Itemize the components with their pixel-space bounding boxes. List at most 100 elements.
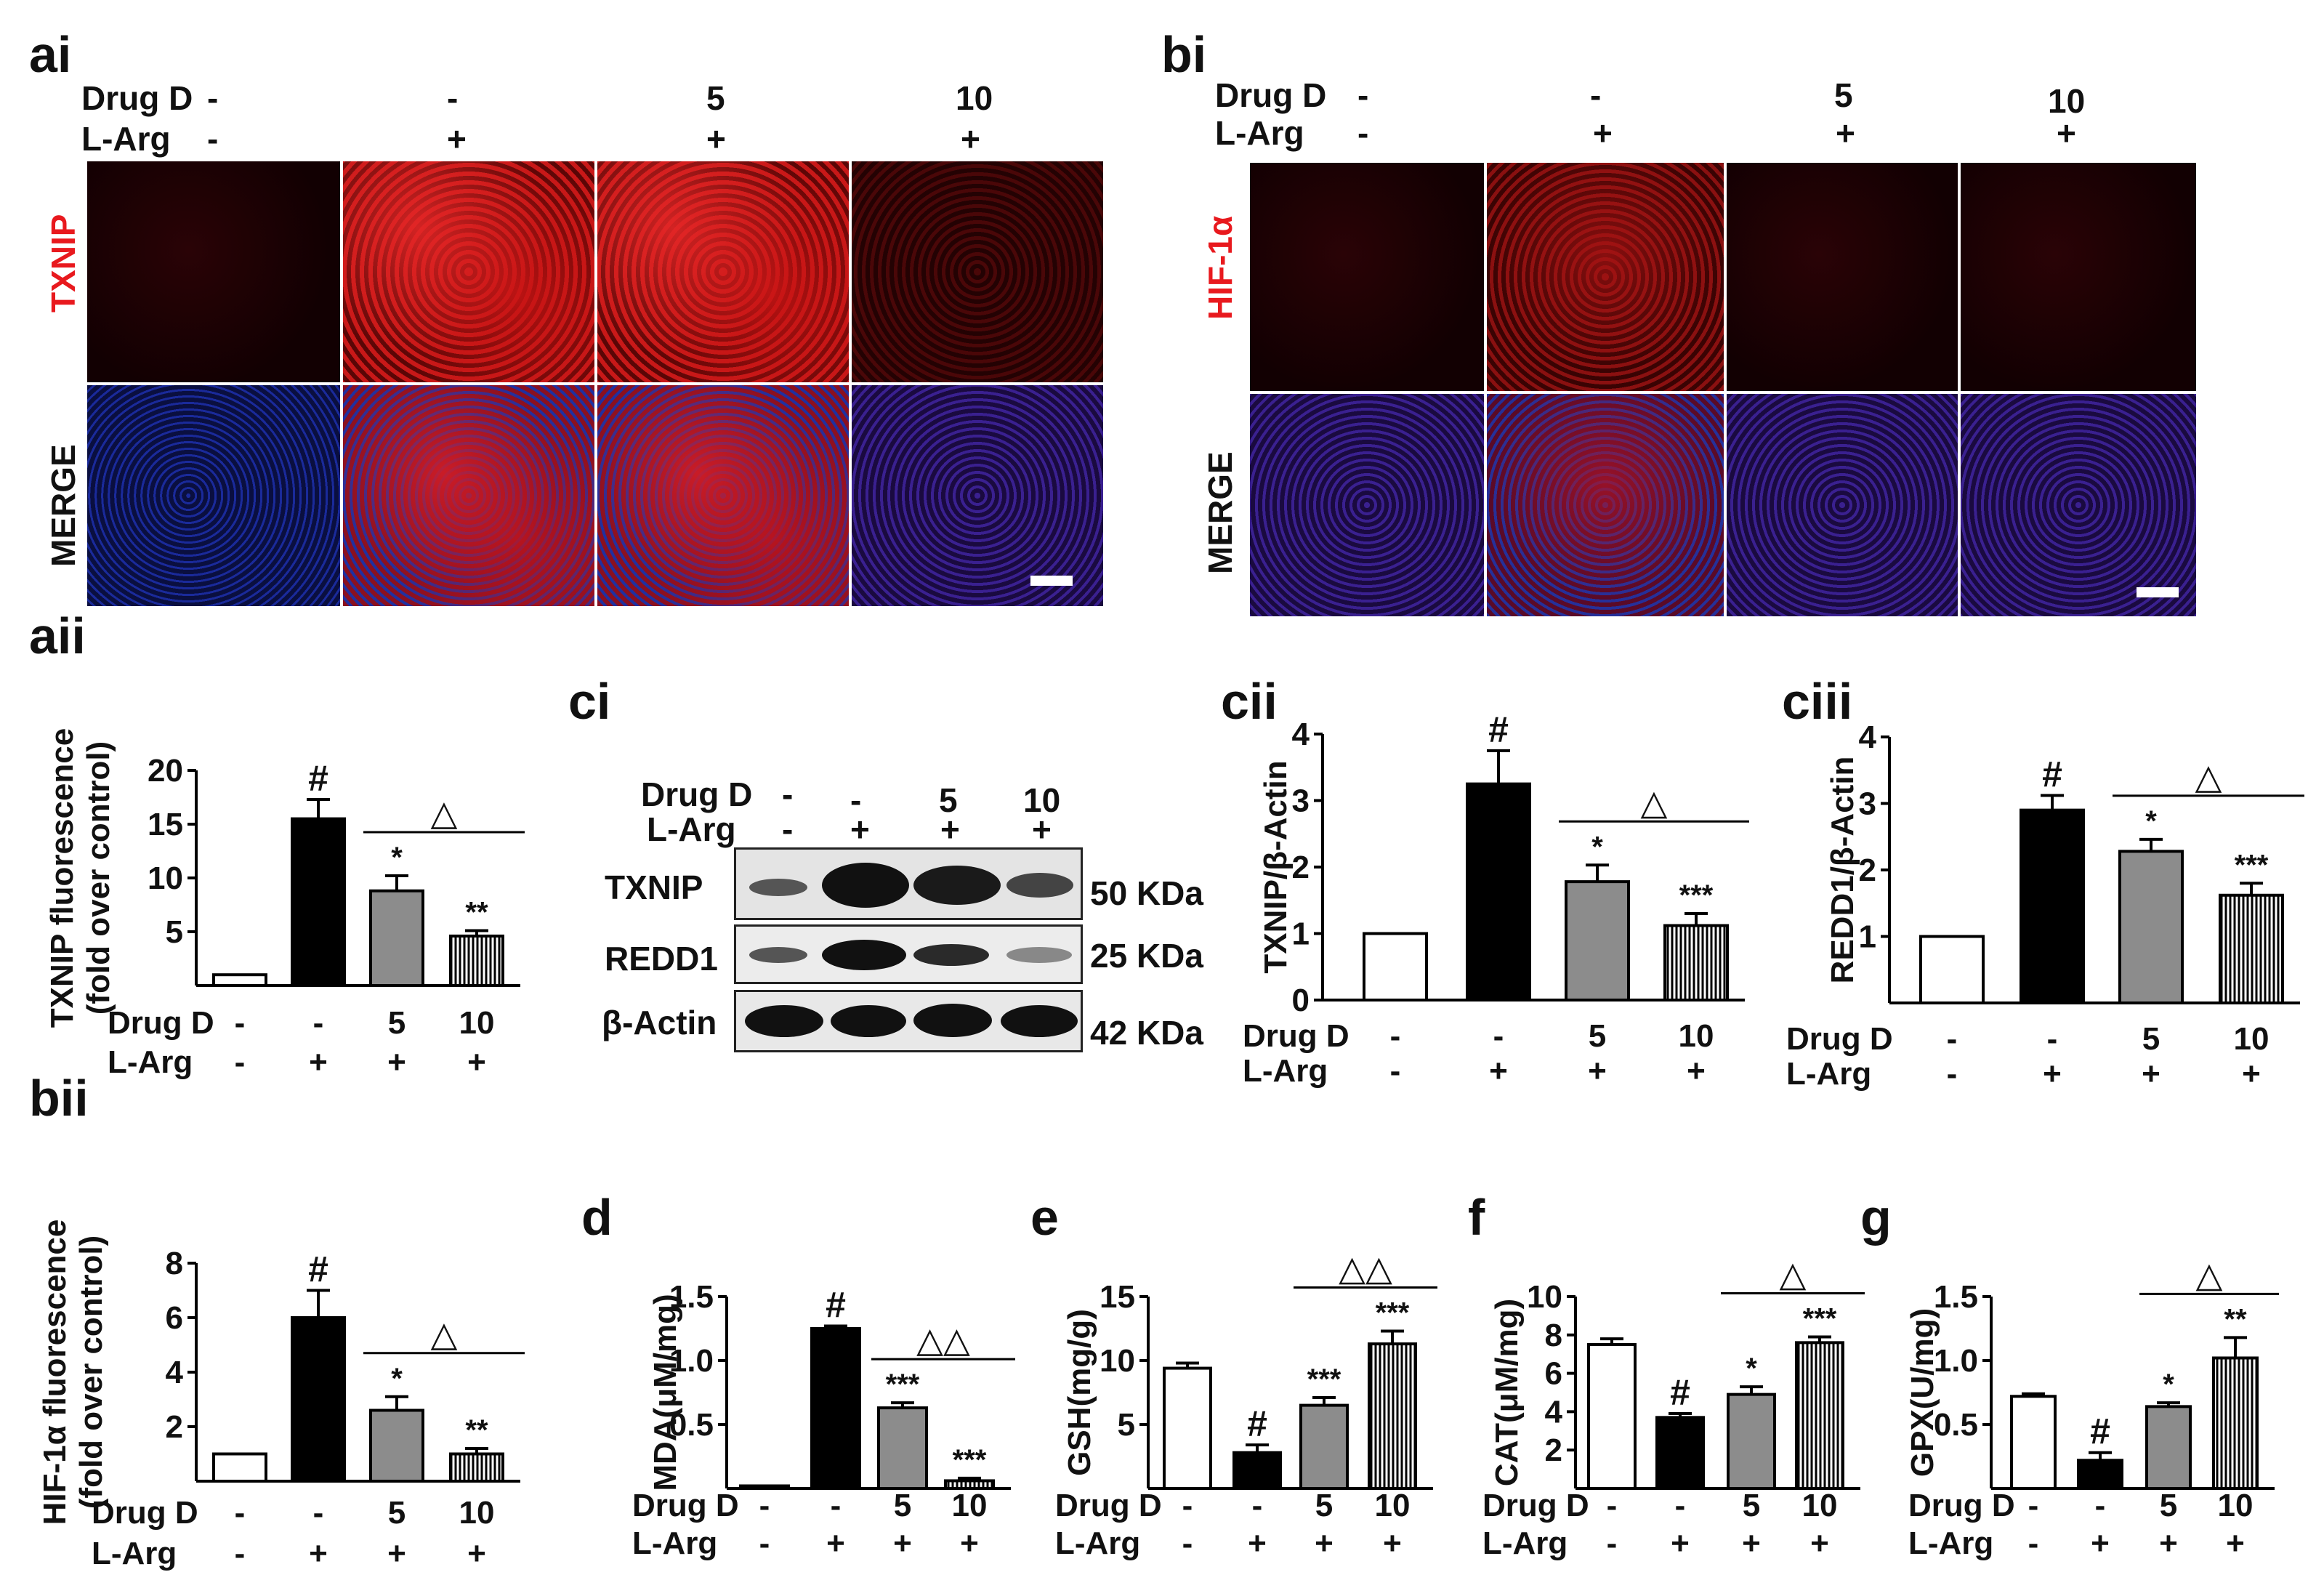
y-tick-label-d: 0.5 bbox=[669, 1407, 714, 1443]
bar-bii-3 bbox=[449, 1452, 504, 1483]
micrograph-hif1a-drug5 bbox=[1725, 161, 1959, 392]
larg-value-2: + bbox=[1593, 114, 1613, 152]
larg-value-f-0: - bbox=[1607, 1526, 1618, 1561]
bar-g-0 bbox=[2010, 1395, 2057, 1491]
significance-marker-d-2: *** bbox=[886, 1369, 920, 1400]
y-axis-label-e: GSH(mg/g) bbox=[1062, 1309, 1097, 1476]
band-txnip-4 bbox=[1006, 873, 1073, 898]
micrograph-merge-b-drug10 bbox=[1959, 392, 2198, 618]
blot-strip-redd1 bbox=[734, 924, 1083, 984]
larg-row-label-d: L-Arg bbox=[632, 1526, 717, 1561]
bar-ciii-0 bbox=[1919, 935, 1985, 1004]
larg-value-e-3: + bbox=[1383, 1526, 1402, 1561]
micrograph-merge-a-drug10 bbox=[850, 384, 1105, 608]
drug-value-e-1: - bbox=[1252, 1488, 1263, 1523]
y-axis-label-bii: (fold over control) bbox=[73, 1236, 109, 1509]
larg-value-bii-2: + bbox=[387, 1536, 406, 1571]
drug-value-cii-2: 5 bbox=[1589, 1018, 1606, 1054]
drug-value-e-3: 10 bbox=[1375, 1488, 1411, 1523]
larg-value-bii-1: + bbox=[309, 1536, 328, 1571]
larg-value-f-1: + bbox=[1671, 1526, 1690, 1561]
y-tick-label-aii: 20 bbox=[148, 753, 183, 789]
bar-e-1 bbox=[1232, 1451, 1282, 1490]
drug-value-d-2: 5 bbox=[894, 1488, 911, 1523]
drug-value-4: 10 bbox=[1023, 781, 1061, 819]
bar-e-0 bbox=[1163, 1366, 1212, 1491]
y-tick-label-d: 1.0 bbox=[669, 1343, 714, 1379]
y-axis-label-ciii: REDD1/β-Actin bbox=[1825, 757, 1860, 984]
drug-value-aii-3: 10 bbox=[459, 1005, 495, 1041]
significance-marker-ciii-2: * bbox=[2145, 805, 2157, 837]
bar-cii-2 bbox=[1565, 880, 1630, 1001]
drug-row-label-e: Drug D bbox=[1055, 1488, 1162, 1523]
bar-cii-0 bbox=[1363, 932, 1428, 1001]
drug-value-3: 5 bbox=[1834, 76, 1853, 114]
larg-value-2: + bbox=[850, 810, 870, 848]
larg-value-f-3: + bbox=[1810, 1526, 1829, 1561]
drug-value-cii-0: - bbox=[1390, 1018, 1401, 1054]
blot-label-actin: β-Actin bbox=[602, 1004, 717, 1041]
micrograph-hif1a-larg bbox=[1485, 161, 1725, 392]
micrograph-txnip-control bbox=[86, 160, 342, 384]
drug-value-f-0: - bbox=[1607, 1488, 1618, 1523]
y-tick-label-d: 1.5 bbox=[669, 1279, 714, 1315]
bar-cii-1 bbox=[1466, 782, 1531, 1001]
larg-value-ciii-2: + bbox=[2142, 1056, 2160, 1092]
y-tick-label-ciii: 1 bbox=[1859, 919, 1876, 955]
panel-label-aii: aii bbox=[29, 608, 86, 664]
drug-value-bii-3: 10 bbox=[459, 1495, 495, 1531]
micrograph-hif1a-drug10 bbox=[1959, 161, 2198, 392]
y-tick-label-aii: 5 bbox=[166, 914, 183, 950]
drug-row-label-cii: Drug D bbox=[1243, 1018, 1349, 1054]
significance-marker-e-3: *** bbox=[1376, 1297, 1410, 1329]
significance-marker-ciii-3: *** bbox=[2235, 849, 2269, 881]
larg-value-4: + bbox=[2057, 114, 2076, 152]
drug-row-label: Drug D bbox=[1215, 76, 1327, 114]
bar-f-1 bbox=[1655, 1416, 1705, 1490]
drug-row-label-aii: Drug D bbox=[108, 1005, 214, 1041]
band-txnip-3 bbox=[913, 866, 1001, 905]
panel-label-e: e bbox=[1030, 1189, 1059, 1246]
y-tick-label-f: 4 bbox=[1545, 1394, 1563, 1430]
bracket-symbol-cii: △ bbox=[1641, 783, 1668, 822]
larg-value-f-2: + bbox=[1742, 1526, 1761, 1561]
drug-value-aii-2: 5 bbox=[388, 1005, 406, 1041]
bar-ciii-3 bbox=[2219, 893, 2284, 1005]
panel-label-g: g bbox=[1860, 1189, 1892, 1246]
larg-value-d-1: + bbox=[826, 1526, 845, 1561]
panel-label-cii: cii bbox=[1221, 673, 1278, 730]
band-actin-2 bbox=[831, 1005, 906, 1037]
bar-d-2 bbox=[877, 1406, 928, 1490]
larg-value-aii-0: - bbox=[235, 1044, 246, 1080]
y-tick-label-bii: 6 bbox=[166, 1300, 183, 1336]
y-tick-label-f: 6 bbox=[1545, 1356, 1562, 1392]
panel-label-f: f bbox=[1468, 1189, 1485, 1246]
larg-row-label: L-Arg bbox=[1215, 114, 1304, 152]
band-actin-1 bbox=[745, 1005, 823, 1037]
drug-value-f-2: 5 bbox=[1743, 1488, 1760, 1523]
drug-value-cii-1: - bbox=[1493, 1018, 1504, 1054]
blot-strip-actin bbox=[734, 990, 1083, 1052]
larg-row-label-g: L-Arg bbox=[1908, 1526, 1993, 1561]
larg-value-ciii-0: - bbox=[1947, 1056, 1958, 1092]
larg-row-label-aii: L-Arg bbox=[108, 1044, 193, 1080]
larg-value-cii-0: - bbox=[1390, 1053, 1401, 1089]
micrograph-merge-a-larg bbox=[342, 384, 596, 608]
y-tick-label-ciii: 3 bbox=[1859, 786, 1876, 822]
significance-marker-cii-2: * bbox=[1591, 831, 1603, 863]
drug-row-label: Drug D bbox=[641, 775, 753, 813]
drug-value-2: - bbox=[1590, 76, 1602, 114]
drug-value-aii-0: - bbox=[235, 1005, 246, 1041]
drug-value-f-3: 10 bbox=[1802, 1488, 1838, 1523]
larg-value-d-0: - bbox=[759, 1526, 770, 1561]
significance-marker-ciii-1: # bbox=[2042, 754, 2062, 795]
bar-bii-0 bbox=[212, 1452, 267, 1483]
drug-value-bii-1: - bbox=[313, 1495, 324, 1531]
y-tick-label-cii: 0 bbox=[1292, 983, 1310, 1018]
drug-value-1: - bbox=[1357, 76, 1369, 114]
y-tick-label-bii: 4 bbox=[166, 1355, 184, 1390]
larg-value-aii-3: + bbox=[467, 1044, 486, 1080]
drug-value-g-1: - bbox=[2095, 1488, 2106, 1523]
larg-value-ciii-1: + bbox=[2043, 1056, 2062, 1092]
bar-aii-2 bbox=[369, 889, 424, 988]
